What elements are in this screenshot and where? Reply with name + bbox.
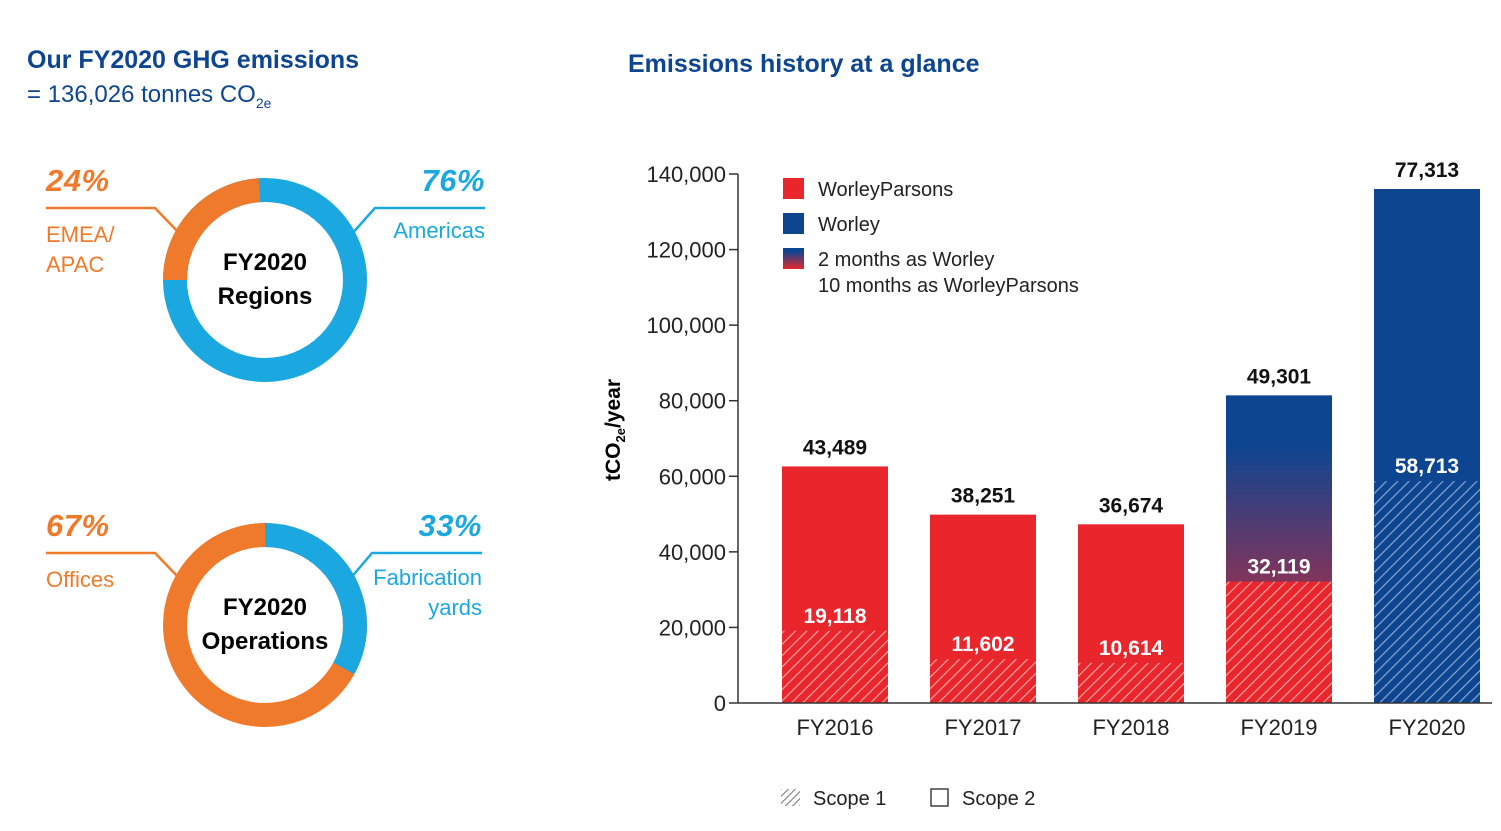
regions-right-percent: 76%	[421, 163, 485, 198]
legend-swatch-worley	[783, 213, 804, 234]
label-scope2-fy2018: 36,674	[1099, 494, 1164, 517]
emissions-total-subscript: 2e	[255, 94, 272, 111]
label-scope1-fy2018: 10,614	[1099, 637, 1164, 660]
y-tick-label: 140,000	[646, 162, 726, 187]
label-scope2-fy2019: 49,301	[1247, 365, 1312, 388]
bar-scope1-fy2018	[1078, 662, 1184, 703]
regions-emea-apac-arc	[163, 178, 367, 382]
regions-center-label: FY2020 Regions	[180, 246, 350, 314]
regions-left-leader-line	[46, 206, 183, 237]
bar-scope1-fy2019	[1226, 581, 1332, 703]
operations-left-leader-line	[46, 551, 181, 580]
operations-right-label-line2: yards	[428, 595, 482, 620]
operations-left-label: Offices	[46, 567, 115, 592]
regions-left-label: EMEA/ APAC	[46, 220, 114, 280]
label-scope1-fy2017: 11,602	[951, 633, 1014, 656]
operations-center-line2: Operations	[201, 628, 329, 655]
operations-right-leader-line	[349, 551, 482, 580]
y-tick-label: 20,000	[659, 615, 726, 640]
x-tick-label-fy2017: FY2017	[944, 715, 1021, 740]
y-tick-label: 80,000	[659, 389, 726, 414]
x-tick-label-fy2019: FY2019	[1240, 715, 1317, 740]
y-tick-label: 100,000	[646, 313, 726, 338]
label-scope1-fy2016: 19,118	[803, 605, 866, 628]
operations-left-percent: 67%	[46, 508, 110, 543]
y-tick-label: 60,000	[659, 464, 726, 489]
y-tick-label: 120,000	[646, 238, 726, 263]
legend-label-scope1: Scope 1	[813, 788, 886, 810]
regions-center-line1: FY2020	[222, 249, 308, 276]
y-axis-title: tCO2e/year	[602, 379, 628, 481]
operations-center-line1: FY2020	[222, 594, 308, 621]
label-scope2-fy2016: 43,489	[803, 436, 867, 459]
bar-scope1-fy2020	[1374, 481, 1480, 703]
entity-legend: WorleyParsons Worley 2 months as Worley …	[783, 178, 1079, 297]
legend-swatch-worleyparsons	[783, 178, 804, 199]
x-tick-label-fy2020: FY2020	[1388, 715, 1465, 740]
y-tick-label: 40,000	[659, 540, 726, 565]
history-title: Emissions history at a glance	[628, 50, 980, 78]
operations-center-label: FY2020 Operations	[180, 591, 350, 659]
legend-label-mixed-line1: 2 months as Worley	[818, 249, 994, 271]
operations-right-label-line1: Fabrication	[373, 565, 482, 590]
emissions-total: = 136,026 tonnes CO2e	[27, 81, 271, 111]
x-tick-label-fy2018: FY2018	[1092, 715, 1169, 740]
regions-left-label-line1: EMEA/	[46, 222, 115, 247]
emissions-total-value: = 136,026 tonnes CO	[27, 81, 256, 108]
operations-right-percent: 33%	[418, 508, 482, 543]
bar-scope1-fy2016	[782, 630, 888, 703]
regions-right-label: Americas	[393, 218, 485, 243]
label-scope2-fy2017: 38,251	[951, 485, 1016, 508]
regions-left-label-line2: APAC	[46, 252, 105, 277]
legend-label-worleyparsons: WorleyParsons	[818, 179, 953, 201]
operations-donut	[46, 523, 482, 727]
emissions-title: Our FY2020 GHG emissions	[27, 46, 360, 74]
legend-swatch-mixed	[783, 248, 804, 269]
regions-donut	[46, 178, 485, 382]
label-scope1-fy2019: 32,119	[1247, 556, 1310, 579]
operations-fabrication-arc	[163, 523, 367, 727]
label-scope1-fy2020: 58,713	[1395, 455, 1459, 478]
regions-donut-ring	[163, 178, 367, 382]
x-axis: FY2016 FY2017 FY2018 FY2019 FY2020	[738, 702, 1492, 740]
legend-label-scope2: Scope 2	[962, 788, 1035, 810]
operations-right-label: Fabrication yards	[373, 563, 482, 623]
bars: 43,489 19,118 38,251 11,602 36,674 10,614 49,3…	[782, 159, 1480, 703]
scope-legend: Scope 1 Scope 2	[781, 788, 1035, 810]
bar-scope1-fy2017	[930, 659, 1036, 703]
regions-left-percent: 24%	[46, 163, 110, 198]
x-tick-label-fy2016: FY2016	[796, 715, 873, 740]
operations-donut-ring	[163, 523, 367, 727]
legend-label-mixed-line2: 10 months as WorleyParsons	[818, 275, 1079, 297]
legend-swatch-scope1	[781, 789, 800, 806]
y-axis: 0 20,000 40,000 60,000 80,000 100,000 120,000 1…	[646, 162, 739, 716]
legend-swatch-scope2	[930, 788, 949, 807]
label-scope2-fy2020: 77,313	[1395, 159, 1459, 182]
legend-label-worley: Worley	[818, 214, 880, 236]
y-tick-label: 0	[714, 691, 726, 716]
regions-right-leader-line	[349, 206, 485, 237]
regions-center-line2: Regions	[217, 283, 313, 310]
